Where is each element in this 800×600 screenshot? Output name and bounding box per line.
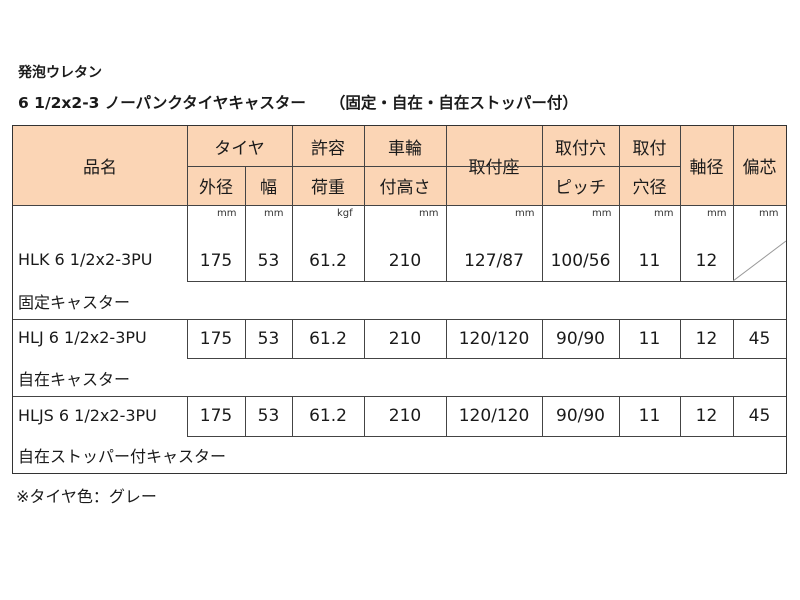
header-toritsuke: 取付 — [619, 126, 680, 166]
col-line — [187, 319, 188, 358]
col-line — [680, 396, 681, 436]
col-line — [446, 126, 447, 281]
row-line — [187, 436, 786, 437]
header-split-line — [187, 166, 619, 167]
row-2-kaju: 61.2 — [309, 328, 347, 349]
row-1-za: 127/87 — [464, 251, 524, 271]
col-line — [245, 396, 246, 436]
row-3-pitch: 90/90 — [556, 406, 605, 426]
header-anakei: 穴径 — [619, 166, 680, 205]
col-line — [680, 319, 681, 358]
col-line — [733, 126, 734, 281]
spec-table: 品名 タイヤ 外径 幅 許容 荷重 車輪 付高さ 取付座 取付穴 ピッチ 取付 … — [12, 125, 787, 474]
row-2-anakei: 11 — [638, 328, 661, 349]
row-2-pitch: 90/90 — [556, 328, 605, 349]
unit-za: mm — [515, 208, 535, 219]
row-2-gaikei: 175 — [199, 328, 233, 349]
header-jikukei: 軸径 — [680, 126, 733, 205]
unit-haba: mm — [264, 208, 284, 219]
col-line — [364, 396, 365, 436]
unit-jikukei: mm — [707, 208, 727, 219]
tire-color-note: ※タイヤ色：グレー — [16, 487, 157, 506]
unit-kaju: kgf — [337, 208, 353, 219]
row-1-kaju: 61.2 — [309, 251, 347, 271]
header-kaju: 荷重 — [292, 166, 364, 205]
row-3-za: 120/120 — [458, 406, 530, 426]
row-3-jikukei: 12 — [695, 406, 718, 426]
col-line — [292, 319, 293, 358]
row-1-gaikei: 175 — [199, 251, 233, 271]
product-title-main: 6 1/2x2-3 ノーパンクタイヤキャスター — [18, 94, 306, 112]
header-henshin: 偏芯 — [733, 126, 786, 205]
row-2-takasa: 210 — [388, 328, 422, 349]
row-3-haba: 53 — [257, 406, 280, 426]
product-title-sub: （固定・自在・自在ストッパー付） — [329, 94, 578, 112]
row-line — [13, 396, 786, 397]
row-1-haba: 53 — [257, 251, 280, 271]
row-2-za: 120/120 — [458, 328, 530, 349]
row-line — [13, 319, 786, 320]
col-line — [187, 396, 188, 436]
row-3-takasa: 210 — [388, 406, 422, 426]
header-bottom-line — [13, 205, 786, 206]
col-line — [542, 319, 543, 358]
header-split-line — [619, 166, 680, 167]
header-kyoyo: 許容 — [292, 126, 364, 166]
unit-pitch: mm — [592, 208, 612, 219]
col-line — [364, 319, 365, 358]
row-1-desc: 固定キャスター — [18, 293, 131, 312]
header-toritsukeana: 取付穴 — [542, 126, 619, 166]
row-3-name: HLJS 6 1/2x2-3PU — [18, 406, 157, 425]
header-toritsukeza: 取付座 — [446, 126, 542, 205]
row-3-gaikei: 175 — [199, 406, 233, 426]
row-1-anakei: 11 — [638, 251, 661, 271]
header-taiya: タイヤ — [187, 126, 292, 166]
product-material: 発泡ウレタン — [18, 65, 102, 81]
col-line — [619, 319, 620, 358]
row-1-takasa: 210 — [388, 251, 422, 271]
product-title: 6 1/2x2-3 ノーパンクタイヤキャスター （固定・自在・自在ストッパー付） — [18, 91, 578, 113]
col-line — [619, 126, 620, 281]
row-2-name: HLJ 6 1/2x2-3PU — [18, 328, 147, 347]
row-2-desc: 自在キャスター — [18, 370, 131, 389]
row-3-anakei: 11 — [638, 406, 661, 426]
col-line — [187, 126, 188, 281]
header-pitch: ピッチ — [542, 166, 619, 205]
header-tsukitakasa: 付高さ — [364, 166, 446, 205]
row-2-henshin: 45 — [748, 328, 771, 349]
row-3-henshin: 45 — [748, 406, 771, 426]
header-sharin: 車輪 — [364, 126, 446, 166]
header-hinmei: 品名 — [13, 126, 187, 205]
row-3-kaju: 61.2 — [309, 406, 347, 426]
col-line — [245, 166, 246, 281]
col-line — [292, 396, 293, 436]
col-line — [619, 396, 620, 436]
header-haba: 幅 — [245, 166, 292, 205]
row-3-desc: 自在ストッパー付キャスター — [18, 447, 227, 466]
col-line — [446, 396, 447, 436]
col-line — [680, 126, 681, 281]
unit-anakei: mm — [654, 208, 674, 219]
col-line — [733, 396, 734, 436]
col-line — [733, 319, 734, 358]
unit-henshin: mm — [759, 208, 779, 219]
col-line — [446, 319, 447, 358]
row-1-pitch: 100/56 — [550, 251, 611, 271]
unit-gaikei: mm — [217, 208, 237, 219]
empty-cell-diagonal — [733, 240, 786, 281]
row-1-name: HLK 6 1/2x2-3PU — [18, 250, 153, 269]
header-gaikei: 外径 — [187, 166, 245, 205]
row-1-jikukei: 12 — [695, 251, 718, 271]
col-line — [542, 126, 543, 281]
col-line — [364, 126, 365, 281]
col-line — [292, 126, 293, 281]
row-line — [187, 358, 786, 359]
row-line — [187, 281, 786, 282]
unit-takasa: mm — [419, 208, 439, 219]
col-line — [245, 319, 246, 358]
row-2-jikukei: 12 — [695, 328, 718, 349]
row-2-haba: 53 — [257, 328, 280, 349]
col-line — [542, 396, 543, 436]
